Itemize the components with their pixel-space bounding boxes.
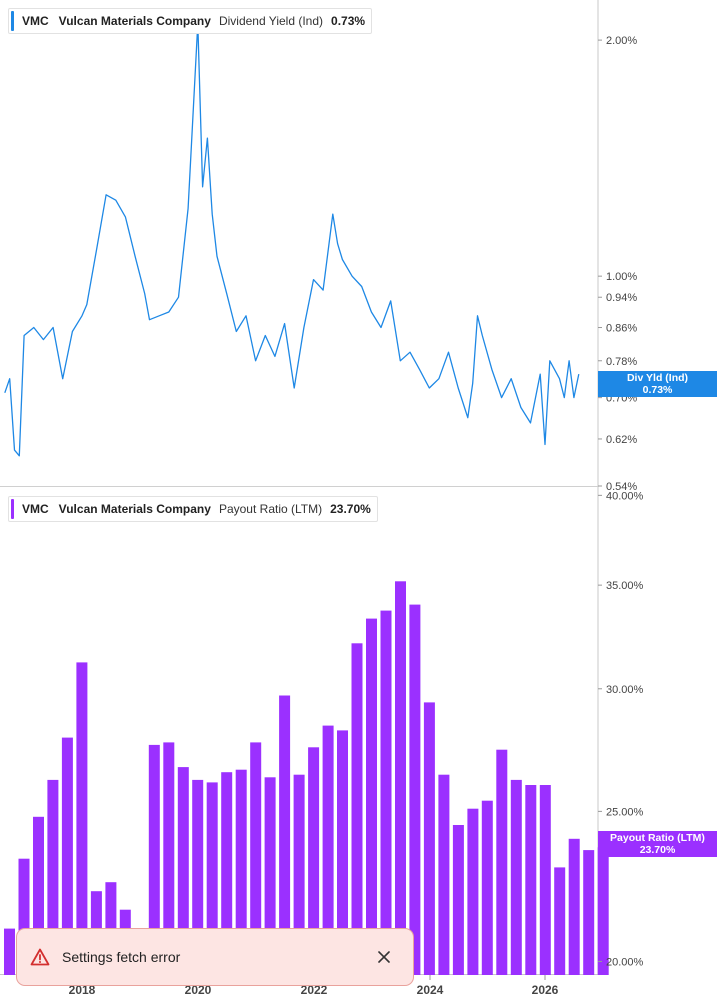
payout-bar bbox=[366, 618, 377, 975]
payout-bar bbox=[264, 777, 276, 975]
x-tick-label: 2022 bbox=[301, 983, 328, 997]
yield-legend[interactable]: VMC Vulcan Materials Company Dividend Yi… bbox=[8, 8, 373, 34]
legend-metric: Dividend Yield (Ind) bbox=[218, 14, 324, 28]
dividend-yield-line bbox=[4, 22, 580, 457]
payout-bar bbox=[467, 808, 479, 975]
payout-bar bbox=[235, 769, 247, 975]
yield-value-tag: Div Yld (Ind) 0.73% bbox=[598, 371, 717, 397]
payout-bar bbox=[76, 662, 88, 975]
payout-bar bbox=[47, 779, 59, 975]
error-toast: Settings fetch error bbox=[16, 928, 414, 986]
payout-bar bbox=[423, 702, 435, 975]
y-tick-label: 0.86% bbox=[606, 323, 637, 335]
payout-axis-labels: 40.00% 35.00% 30.00% 25.00% 20.00% bbox=[598, 490, 644, 968]
toast-close-button[interactable] bbox=[369, 942, 399, 972]
y-tick-label: 2.00% bbox=[606, 35, 637, 47]
legend-company: Vulcan Materials Company bbox=[58, 502, 211, 516]
payout-bar bbox=[177, 767, 189, 975]
payout-bar bbox=[583, 850, 595, 975]
payout-bar bbox=[380, 610, 392, 975]
y-tick-label: 40.00% bbox=[606, 490, 644, 502]
x-tick-label: 2018 bbox=[69, 983, 96, 997]
payout-bar bbox=[148, 744, 160, 975]
legend-value: 23.70% bbox=[330, 502, 371, 516]
y-tick-label: 20.00% bbox=[606, 956, 644, 968]
y-tick-label: 0.78% bbox=[606, 356, 637, 368]
yield-axis-labels: 2.00%1.00%0.94%0.86%0.78%0.70%0.62%0.54% bbox=[598, 35, 637, 493]
payout-bar bbox=[452, 825, 464, 975]
y-tick-label: 0.62% bbox=[606, 434, 637, 446]
warning-icon bbox=[30, 948, 50, 966]
x-tick-label: 2020 bbox=[185, 983, 212, 997]
payout-bar bbox=[322, 725, 334, 975]
payout-bar bbox=[337, 730, 348, 975]
y-tick-label: 0.94% bbox=[606, 292, 637, 304]
payout-bar bbox=[496, 749, 508, 975]
payout-legend[interactable]: VMC Vulcan Materials Company Payout Rati… bbox=[8, 496, 378, 522]
payout-bar bbox=[4, 928, 15, 975]
payout-bar bbox=[206, 782, 218, 975]
y-tick-label: 30.00% bbox=[606, 684, 644, 696]
payout-bar bbox=[293, 774, 305, 975]
payout-bar bbox=[351, 643, 363, 975]
payout-bar bbox=[33, 816, 44, 975]
x-axis-labels: 2018 2020 2022 2024 2026 bbox=[69, 975, 559, 997]
y-tick-label: 35.00% bbox=[606, 580, 644, 592]
payout-bar bbox=[221, 772, 233, 975]
y-tick-label: 0.54% bbox=[606, 481, 637, 493]
payout-tag-label: Payout Ratio (LTM) bbox=[610, 832, 705, 844]
payout-bar bbox=[481, 800, 493, 975]
payout-tag-value: 23.70% bbox=[639, 844, 676, 856]
payout-bar bbox=[525, 785, 537, 975]
payout-bar bbox=[18, 858, 30, 975]
yield-legend-swatch bbox=[11, 11, 14, 31]
payout-bar bbox=[510, 779, 522, 975]
payout-bar bbox=[539, 785, 551, 975]
payout-ratio-bars bbox=[4, 581, 609, 975]
legend-ticker: VMC bbox=[22, 502, 49, 516]
legend-company: Vulcan Materials Company bbox=[58, 14, 211, 28]
y-tick-label: 1.00% bbox=[606, 271, 637, 283]
y-tick-label: 25.00% bbox=[606, 806, 644, 818]
toast-message: Settings fetch error bbox=[62, 949, 181, 965]
payout-bar bbox=[568, 838, 580, 975]
payout-bar bbox=[597, 847, 609, 975]
payout-value-tag: Payout Ratio (LTM) 23.70% bbox=[598, 831, 717, 857]
payout-bar bbox=[438, 774, 450, 975]
yield-tag-label: Div Yld (Ind) bbox=[626, 372, 689, 384]
legend-ticker: VMC bbox=[22, 14, 49, 28]
payout-legend-swatch bbox=[11, 499, 14, 519]
payout-bar bbox=[308, 747, 320, 975]
payout-bar bbox=[250, 742, 262, 975]
x-tick-label: 2026 bbox=[532, 983, 559, 997]
legend-metric: Payout Ratio (LTM) bbox=[218, 502, 323, 516]
payout-bar bbox=[554, 867, 566, 975]
yield-tag-value: 0.73% bbox=[642, 384, 673, 396]
payout-bar bbox=[192, 779, 204, 975]
payout-bar bbox=[409, 604, 421, 975]
payout-bar bbox=[61, 737, 73, 975]
x-tick-label: 2024 bbox=[417, 983, 444, 997]
payout-bar bbox=[279, 695, 291, 975]
close-icon bbox=[378, 951, 390, 963]
payout-bar bbox=[163, 742, 175, 975]
legend-value: 0.73% bbox=[331, 14, 366, 28]
payout-bar bbox=[395, 581, 406, 975]
